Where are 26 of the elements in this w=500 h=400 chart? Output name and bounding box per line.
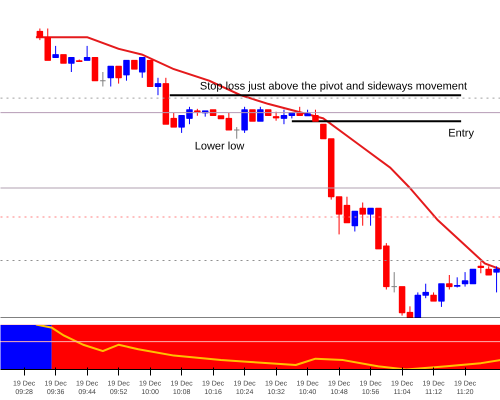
candlestick [68,57,75,72]
candlestick [478,260,484,274]
candlestick [367,208,374,226]
candlestick [154,77,162,96]
candlestick [312,109,319,122]
candlestick [438,283,445,308]
annotation: Entry [448,127,474,140]
candlestick [454,276,460,288]
candlestick [107,66,114,87]
candlestick [115,66,122,84]
candlestick [257,106,264,122]
candlestick [138,57,146,78]
candlestick [493,266,500,293]
candlestick [100,72,106,87]
annotation: Stop loss just above the pivot and sideways movement [200,80,468,92]
candlestick [92,57,98,82]
candlestick [123,60,130,82]
candlestick [84,45,90,61]
candlestick [352,210,358,232]
annotation: Lower low [194,140,244,152]
candlestick [390,272,398,293]
candlestick [52,45,59,58]
candlestick [241,106,248,134]
candlestick [233,126,240,140]
candlestick [446,274,453,290]
candlestick [359,202,366,226]
